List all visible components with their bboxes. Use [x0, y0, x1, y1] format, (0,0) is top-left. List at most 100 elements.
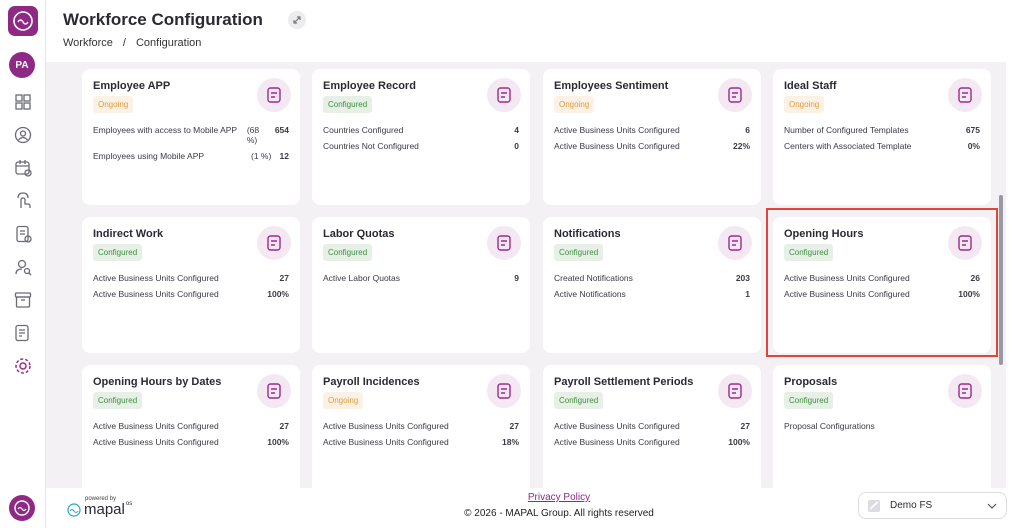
card-icon [718, 226, 752, 260]
metric-row: Active Labor Quotas 9 [323, 273, 519, 284]
card-rows: Active Business Units Configured 27 Active… [93, 421, 289, 448]
config-card[interactable]: Indirect Work Configured Active Business U… [82, 217, 300, 353]
card-title: Payroll Settlement Periods [554, 376, 694, 388]
config-card[interactable]: Employee Record Configured Countries Confi… [312, 69, 530, 205]
nav-reports[interactable] [14, 324, 32, 342]
metric-row: Active Business Units Configured 100% [784, 289, 980, 300]
metric-value: 1 [745, 288, 750, 299]
metric-row: Active Business Units Configured 27 [93, 421, 289, 432]
icon-glyph [267, 87, 281, 103]
sidebar: PA [0, 0, 46, 528]
config-card[interactable]: Opening Hours Configured Active Business U… [773, 217, 991, 353]
powered-by: powered by [85, 496, 117, 502]
metric-label: Centers with Associated Template [784, 140, 912, 151]
nav-archive[interactable] [14, 291, 32, 309]
metric-label: Number of Configured Templates [784, 125, 909, 135]
card-rows: Proposal Configurations [784, 421, 980, 432]
app-logo[interactable] [8, 6, 38, 36]
config-card[interactable]: Employee APP Ongoing Employees with access… [82, 69, 300, 205]
scrollbar-thumb[interactable] [999, 195, 1003, 365]
card-title: Proposals [784, 376, 838, 388]
metric-label: Proposal Configurations [784, 421, 875, 431]
metric-label: Active Business Units Configured [323, 421, 449, 431]
nav-documents[interactable] [14, 225, 32, 243]
status-badge: Configured [554, 244, 604, 261]
metric-label: Employees with access to Mobile APP [93, 125, 238, 135]
expand-button[interactable] [288, 11, 306, 29]
copyright: © 2026 - MAPAL Group. All rights reserve… [464, 508, 654, 519]
metric-row: Active Business Units Configured 100% [93, 436, 289, 448]
status-badge: Configured [93, 392, 143, 409]
metric-row: Employees using Mobile APP (1 %) 12 [93, 150, 289, 162]
card-rows: Active Business Units Configured 27 Active… [554, 421, 750, 448]
icon-glyph [958, 383, 972, 399]
card-rows: Countries Configured 4 Countries Not Confi… [323, 125, 519, 152]
metric-value: 18% [501, 436, 519, 447]
nav-calendar[interactable] [14, 159, 32, 177]
config-card[interactable]: Proposals Configured Proposal Configuratio… [773, 365, 991, 488]
card-title: Employee APP [93, 80, 171, 92]
config-card[interactable]: Payroll Settlement Periods Configured Acti… [543, 365, 761, 488]
metric-label: Active Business Units Configured [93, 421, 219, 431]
metric-value: 27 [509, 421, 519, 431]
status-badge: Configured [323, 244, 373, 261]
config-card[interactable]: Notifications Configured Created Notificat… [543, 217, 761, 353]
config-card[interactable]: Ideal Staff Ongoing Number of Configured T… [773, 69, 991, 205]
footer: powered by mapal os Privacy Policy © 202… [46, 488, 1024, 528]
metric-value: 12 [279, 150, 289, 161]
nav-people[interactable] [14, 126, 32, 144]
metric-value: 9 [514, 273, 519, 283]
selector-value: Demo FS [890, 500, 933, 511]
user-avatar[interactable]: PA [9, 52, 35, 78]
metric-row: Employees with access to Mobile APP (68 %… [93, 125, 289, 146]
logo-glyph [13, 11, 33, 31]
card-icon [487, 374, 521, 408]
nav-settings[interactable] [14, 357, 32, 375]
nav-dashboard[interactable] [14, 93, 32, 111]
config-card[interactable]: Labor Quotas Configured Active Labor Quota… [312, 217, 530, 353]
metric-row: Countries Not Configured 0 [323, 141, 519, 152]
status-badge: Configured [323, 96, 373, 113]
selector-icon [868, 499, 880, 512]
card-icon [487, 226, 521, 260]
card-icon [257, 78, 291, 112]
metric-row: Active Business Units Configured 6 [554, 125, 750, 136]
card-title: Labor Quotas [323, 228, 395, 240]
nav-touch[interactable] [14, 192, 32, 210]
metric-row: Active Business Units Configured 27 [93, 273, 289, 284]
card-rows: Number of Configured Templates 675 Centers… [784, 125, 980, 152]
card-title: Payroll Incidences [323, 376, 420, 388]
metric-row: Active Business Units Configured 100% [554, 436, 750, 448]
config-card[interactable]: Opening Hours by Dates Configured Active B… [82, 365, 300, 488]
privacy-wrap: Privacy Policy [46, 492, 1024, 503]
metric-value: 203 [735, 273, 750, 283]
brand-suffix: os [125, 501, 133, 507]
metric-label: Active Business Units Configured [93, 288, 219, 299]
card-icon [257, 226, 291, 260]
icon-glyph [958, 235, 972, 251]
config-card[interactable]: Employees Sentiment Ongoing Active Busines… [543, 69, 761, 205]
content-area: Employee APP Ongoing Employees with access… [46, 62, 1006, 488]
card-rows: Active Business Units Configured 6 Active … [554, 125, 750, 152]
unit-selector[interactable]: Demo FS [858, 492, 1007, 519]
metric-value: 100% [267, 288, 289, 299]
metric-row: Active Business Units Configured 27 [554, 421, 750, 432]
breadcrumb-item[interactable]: Workforce [63, 37, 113, 49]
card-rows: Active Business Units Configured 26 Active… [784, 273, 980, 300]
metric-value: 27 [279, 421, 289, 431]
metric-label: Active Labor Quotas [323, 273, 401, 283]
icon-glyph [267, 383, 281, 399]
metric-label: Active Business Units Configured [554, 436, 680, 447]
card-icon [257, 374, 291, 408]
nav-user-search[interactable] [14, 258, 32, 276]
privacy-link[interactable]: Privacy Policy [527, 492, 591, 503]
metric-percent: (68 %) [246, 125, 260, 145]
metric-label: Active Business Units Configured [93, 436, 219, 447]
metric-label: Active Business Units Configured [323, 436, 449, 447]
metric-row: Active Business Units Configured 100% [93, 288, 289, 300]
card-icon [718, 374, 752, 408]
config-card[interactable]: Payroll Incidences Ongoing Active Business… [312, 365, 530, 488]
status-badge: Configured [554, 392, 604, 409]
